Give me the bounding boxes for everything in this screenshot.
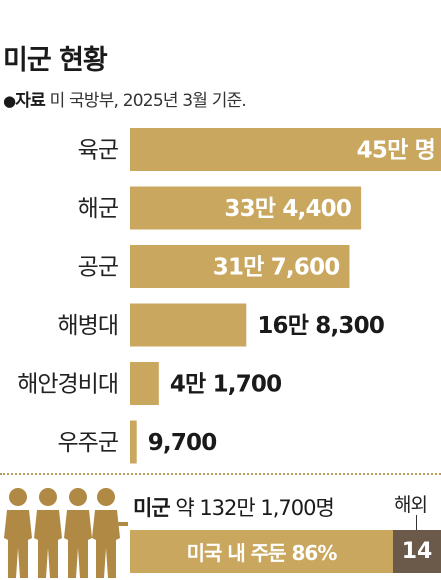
category-label: 공군 bbox=[78, 255, 118, 281]
bar bbox=[130, 420, 137, 464]
bar-chart: 육군 45만 명해군 33만 4,400 공군 31만 7,600 해병대 16만 8,30… bbox=[17, 128, 441, 464]
category-label: 육군 bbox=[78, 138, 118, 164]
overseas-pointer bbox=[416, 515, 417, 530]
category-label: 해군 bbox=[78, 196, 118, 222]
total-line: 미군 약 132만 1,700명 bbox=[133, 492, 335, 522]
bullet-icon: ● bbox=[3, 92, 16, 110]
source-text: 미 국방부, 2025년 3월 기준. bbox=[49, 91, 247, 111]
bar bbox=[130, 303, 247, 347]
value-label: 16만 8,300 bbox=[257, 313, 384, 339]
overseas-label: 해외 bbox=[394, 494, 428, 516]
share-bar: 미국 내 주둔 86% 14 bbox=[130, 530, 441, 573]
chart-title: 미군 현황 bbox=[3, 45, 108, 76]
value-label: 33만 4,400 bbox=[224, 196, 351, 222]
value-label: 45만 명 bbox=[357, 138, 435, 164]
value-label: 31만 7,600 bbox=[213, 255, 340, 281]
domestic-segment: 미국 내 주둔 86% bbox=[130, 530, 393, 573]
source-label: 자료 bbox=[15, 91, 45, 111]
soldiers-icon bbox=[4, 488, 128, 578]
total-label: 미군 bbox=[133, 496, 171, 520]
source-note: ●자료 미 국방부, 2025년 3월 기준. bbox=[3, 86, 247, 111]
value-label: 9,700 bbox=[148, 430, 217, 456]
total-value: 약 132만 1,700명 bbox=[175, 496, 335, 520]
bar bbox=[130, 128, 441, 171]
value-label: 4만 1,700 bbox=[170, 372, 282, 398]
category-label: 해병대 bbox=[58, 313, 118, 339]
overseas-segment: 14 bbox=[393, 530, 441, 573]
category-label: 우주군 bbox=[58, 430, 118, 456]
bar bbox=[130, 362, 159, 405]
bar bbox=[130, 186, 362, 230]
bar bbox=[130, 245, 350, 288]
divider bbox=[0, 473, 441, 475]
category-label: 해안경비대 bbox=[17, 372, 118, 398]
